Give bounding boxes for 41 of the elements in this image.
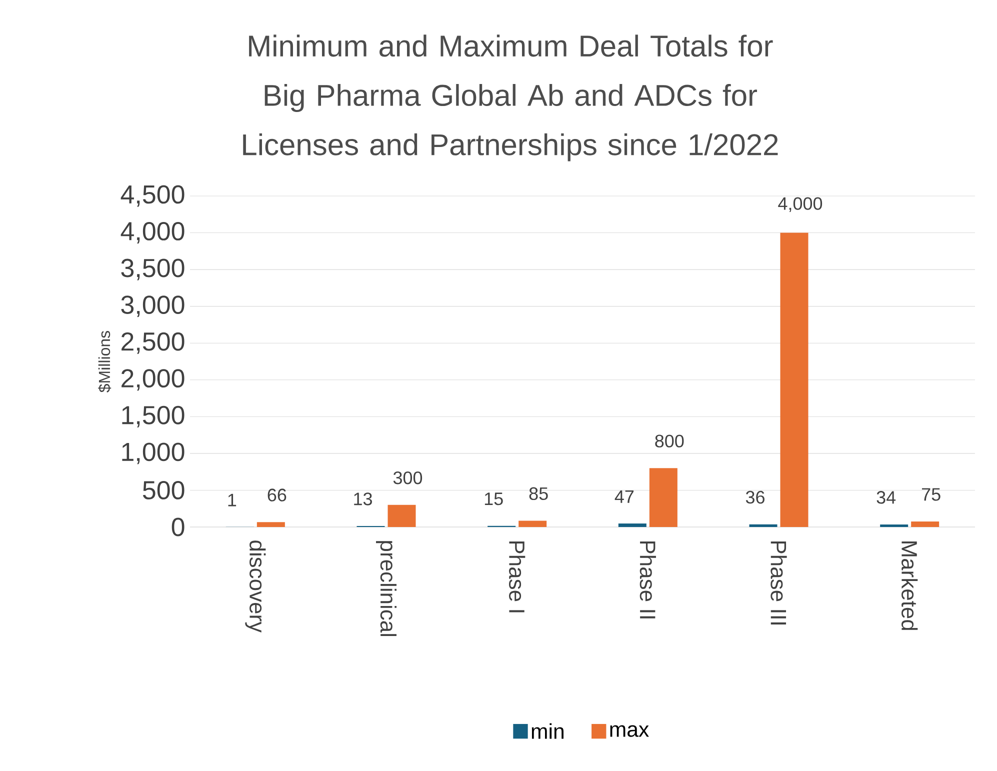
x-tick-label: preclinical xyxy=(376,541,396,636)
y-tick-label: 0 xyxy=(172,518,184,536)
y-tick-label: 1,500 xyxy=(122,406,184,428)
x-tick-label: discovery xyxy=(245,540,266,633)
bar xyxy=(388,504,416,527)
y-tick-label: 2,000 xyxy=(122,369,184,391)
data-label: 75 xyxy=(922,488,940,501)
x-tick-label: Phase I xyxy=(509,541,526,612)
chart-title: Minimum and Maximum Deal Totals for Big Pharma Global Ab and ADCs for Licenses and Partnerships since 1/2022 xyxy=(243,34,778,162)
x-tick-label: Phase III xyxy=(770,541,787,624)
bar xyxy=(618,524,646,527)
data-label: 13 xyxy=(354,492,372,506)
y-tick-label: 3,500 xyxy=(121,258,184,280)
data-label: 36 xyxy=(746,490,764,504)
bar xyxy=(749,524,778,527)
legend-label: min xyxy=(532,723,564,739)
bar xyxy=(780,232,808,527)
y-tick-label: 2,500 xyxy=(122,332,184,354)
bar xyxy=(649,468,678,527)
y-tick-label: 500 xyxy=(142,481,184,500)
bar xyxy=(518,520,547,527)
y-tick-label: 3,000 xyxy=(121,296,184,318)
bar xyxy=(880,524,908,527)
y-axis-title: $Millions xyxy=(98,330,112,392)
data-label: 4,000 xyxy=(778,197,822,212)
x-tick-label: Marketed xyxy=(902,541,918,630)
bar xyxy=(256,522,285,527)
data-label: 300 xyxy=(393,471,422,484)
data-label: 85 xyxy=(529,487,548,500)
y-tick-label: 4,000 xyxy=(120,222,184,244)
x-tick-label: Phase II xyxy=(640,541,656,618)
data-label: 34 xyxy=(876,491,896,504)
data-label: 47 xyxy=(614,490,634,503)
y-tick-label: 4,500 xyxy=(120,185,184,207)
y-tick-label: 1,000 xyxy=(122,442,184,464)
data-label: 800 xyxy=(655,434,684,448)
bar xyxy=(911,521,940,527)
data-label: 66 xyxy=(268,488,286,502)
data-label: 15 xyxy=(484,492,503,506)
legend-label: max xyxy=(610,725,649,737)
data-label: 1 xyxy=(228,494,236,506)
